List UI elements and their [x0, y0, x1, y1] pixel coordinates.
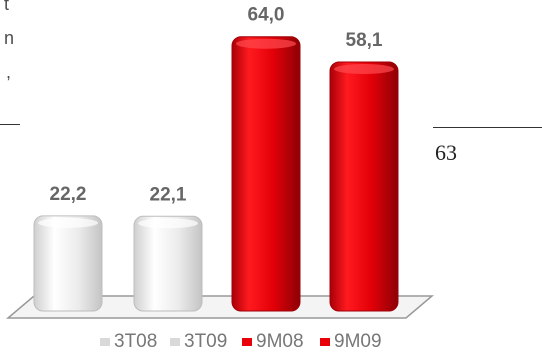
legend-item-3t08: 3T08: [100, 331, 157, 353]
legend-label: 3T09: [184, 331, 228, 352]
data-label-9m08: 64,0: [248, 5, 285, 26]
bar-3t09: [133, 215, 203, 312]
legend-label: 9M08: [256, 331, 304, 352]
bar-9m08: [231, 36, 301, 312]
bar-3t08: [33, 215, 103, 312]
data-label-9m09: 58,1: [346, 30, 383, 51]
legend-swatch: [100, 338, 110, 346]
legend-label: 3T08: [114, 331, 158, 352]
legend-swatch: [320, 338, 330, 346]
legend-item-9m08: 9M08: [242, 331, 304, 353]
side-number: 63: [435, 140, 457, 165]
legend-item-9m09: 9M09: [320, 331, 382, 353]
left-rule: [0, 124, 20, 125]
cut-text-fragment-2: n: [4, 28, 15, 48]
right-rule: [433, 127, 542, 128]
cut-text-fragment-3: ,: [6, 62, 12, 82]
legend-swatch: [242, 338, 252, 346]
legend-item-3t09: 3T09: [170, 331, 227, 353]
data-label-3t09: 22,1: [150, 184, 187, 205]
data-label-3t08: 22,2: [50, 184, 87, 205]
legend-swatch: [170, 338, 180, 346]
cut-text-fragment-1: t: [4, 0, 10, 14]
bar-9m09: [329, 61, 399, 312]
legend-label: 9M09: [334, 331, 382, 352]
